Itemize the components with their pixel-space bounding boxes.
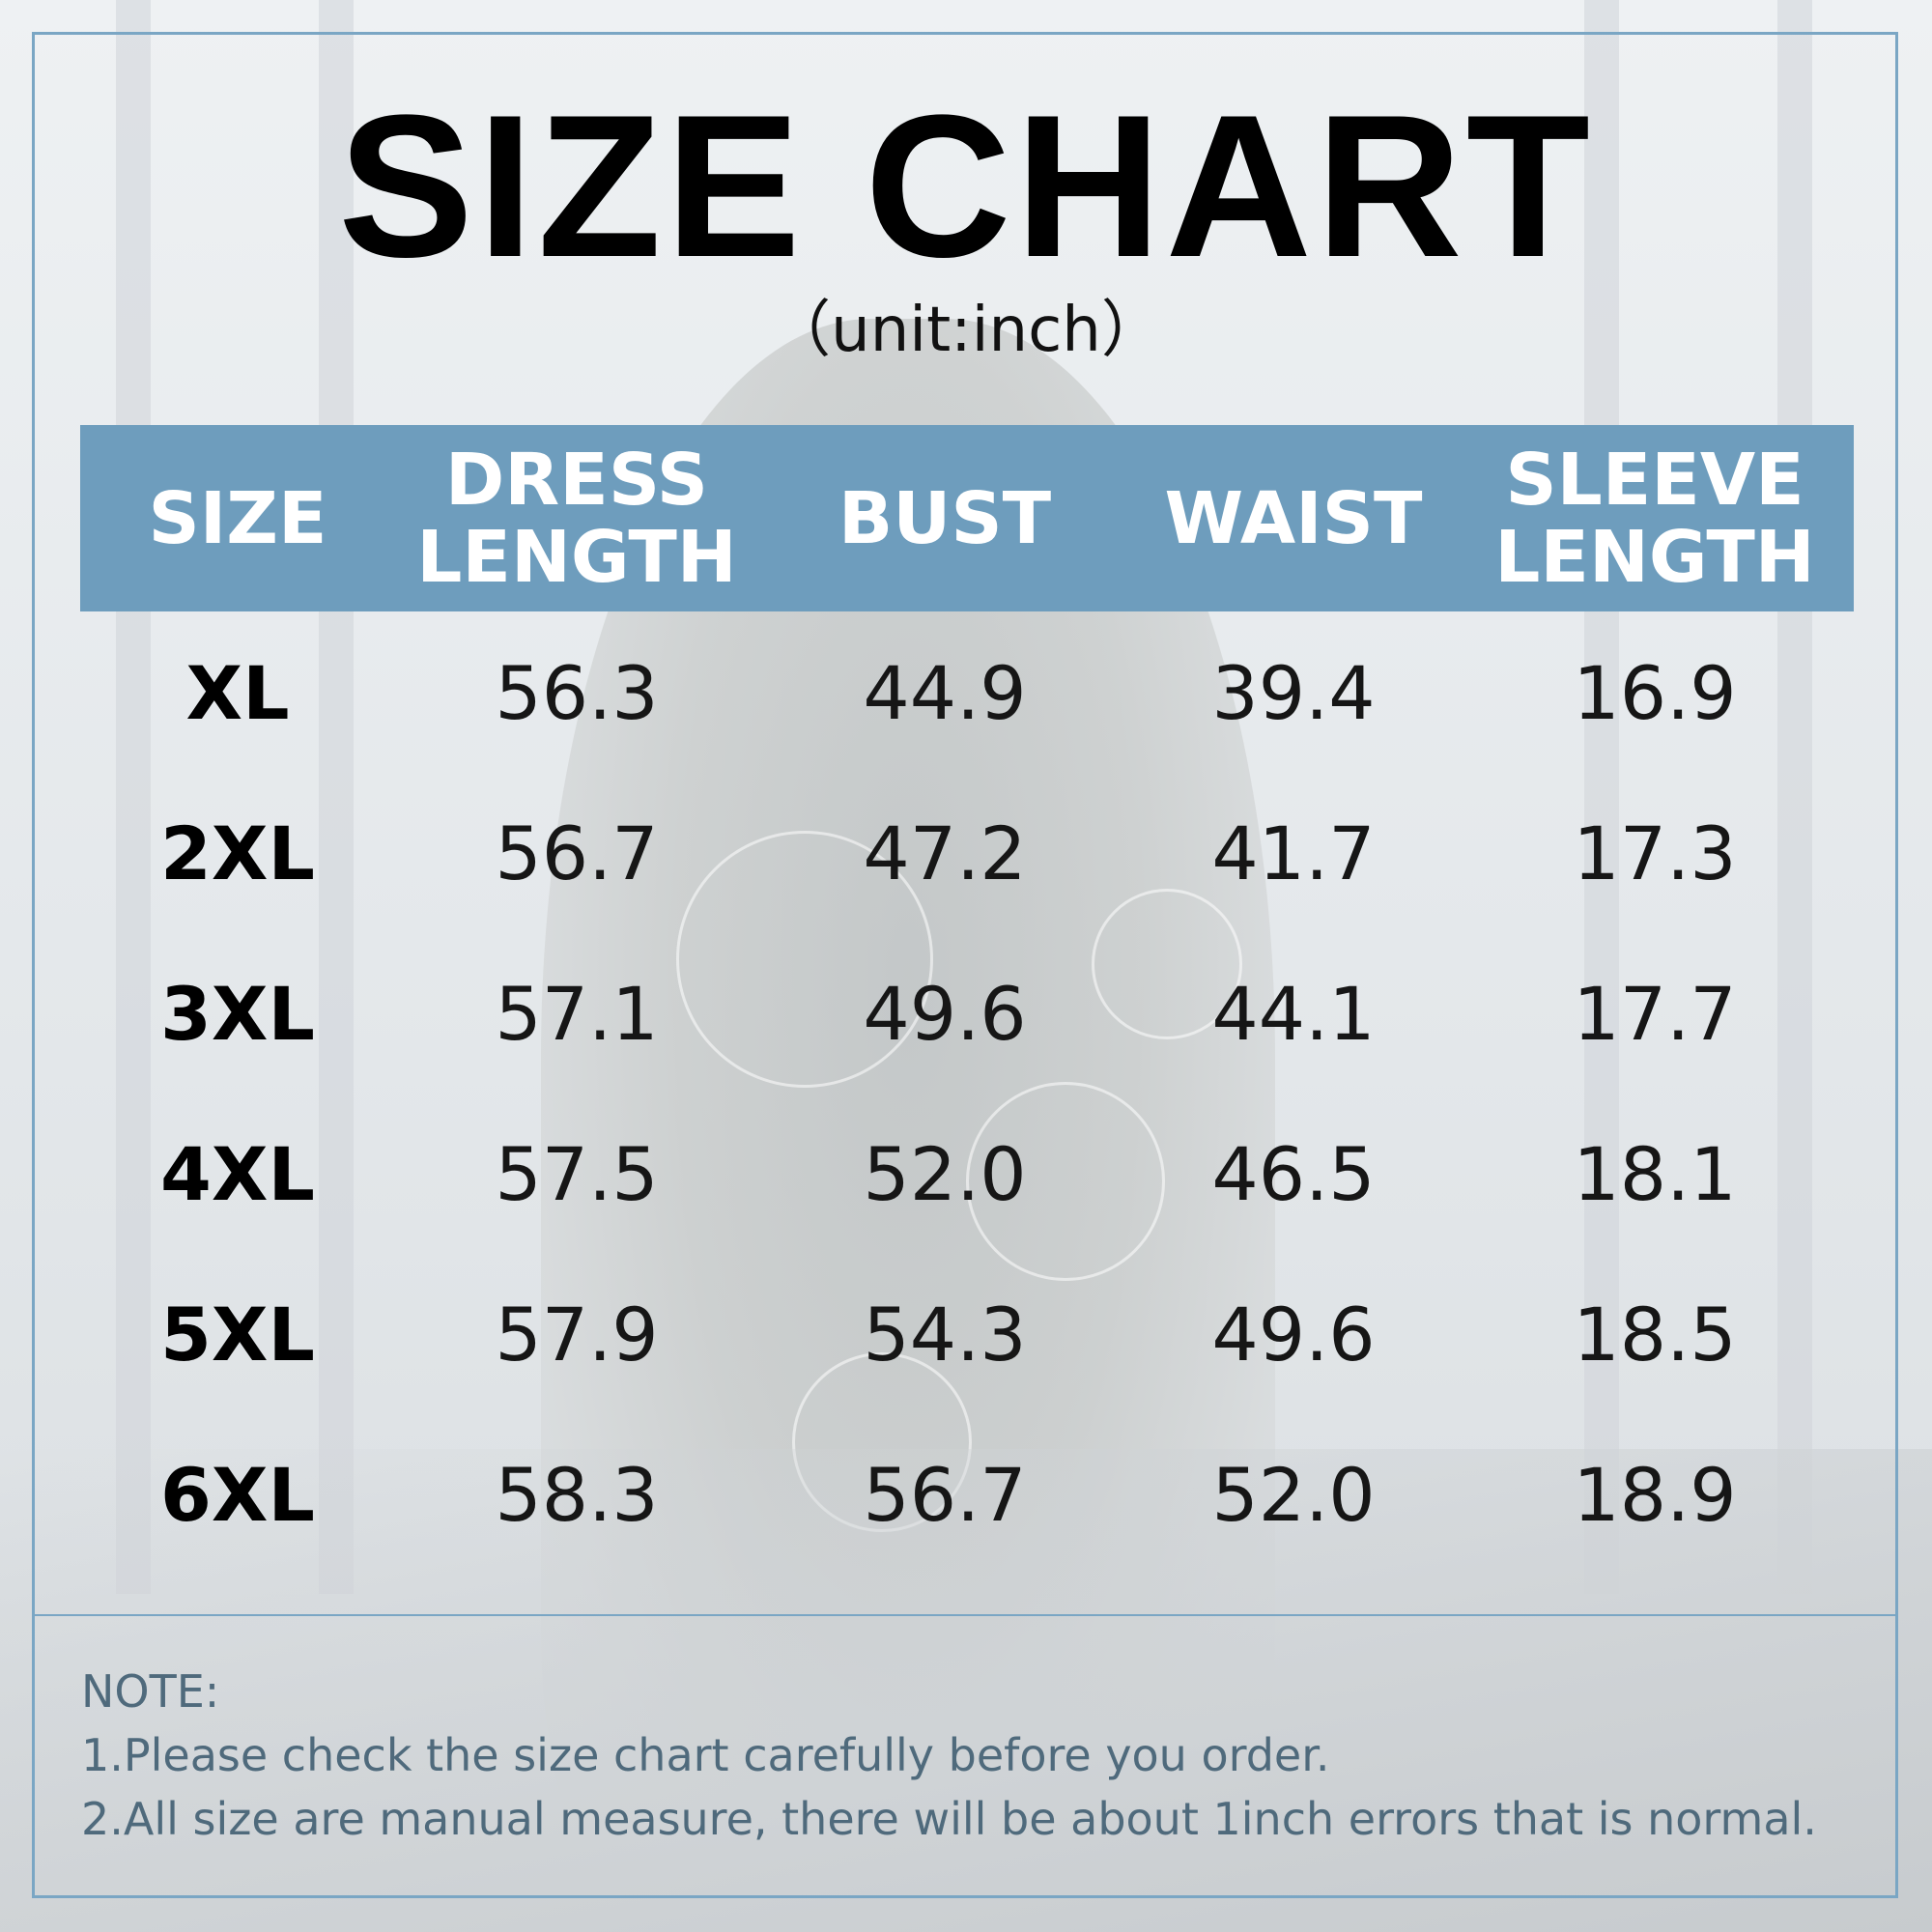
bust-cell: 52.0 — [863, 1130, 1027, 1217]
dress-length-cell: 56.3 — [495, 649, 659, 736]
size-table: SIZE DRESS LENGTH BUST WAIST SLEEVE LENG… — [80, 425, 1854, 1575]
waist-cell: 44.1 — [1211, 970, 1376, 1057]
waist-cell: 49.6 — [1211, 1291, 1376, 1378]
dress-length-cell: 58.3 — [495, 1451, 659, 1538]
table-row: 2XL 56.7 47.2 41.7 17.3 — [80, 773, 1854, 933]
chart-frame — [32, 32, 1898, 1898]
note-line-2: 2.All size are manual measure, there wil… — [81, 1793, 1817, 1845]
notes-divider — [35, 1614, 1895, 1616]
column-header-size: SIZE — [148, 476, 327, 560]
size-cell: XL — [185, 649, 290, 736]
bust-cell: 49.6 — [863, 970, 1027, 1057]
table-row: 3XL 57.1 49.6 44.1 17.7 — [80, 933, 1854, 1094]
dress-length-cell: 57.9 — [495, 1291, 659, 1378]
table-row: XL 56.3 44.9 39.4 16.9 — [80, 612, 1854, 773]
dress-length-cell: 56.7 — [495, 810, 659, 896]
sleeve-length-cell: 16.9 — [1573, 649, 1737, 736]
sleeve-length-cell: 18.5 — [1573, 1291, 1737, 1378]
unit-label: （unit:inch） — [769, 295, 1163, 366]
dress-length-cell: 57.5 — [495, 1130, 659, 1217]
table-header: SIZE DRESS LENGTH BUST WAIST SLEEVE LENG… — [80, 425, 1854, 611]
table-row: 5XL 57.9 54.3 49.6 18.5 — [80, 1254, 1854, 1414]
notes-section: NOTE: 1.Please check the size chart care… — [81, 1660, 1817, 1851]
waist-cell: 46.5 — [1211, 1130, 1376, 1217]
size-cell: 2XL — [160, 810, 315, 896]
table-row: 6XL 58.3 56.7 52.0 18.9 — [80, 1414, 1854, 1575]
size-cell: 5XL — [160, 1291, 315, 1378]
waist-cell: 41.7 — [1211, 810, 1376, 896]
size-cell: 3XL — [160, 970, 315, 1057]
bust-cell: 54.3 — [863, 1291, 1027, 1378]
column-header-sleeve-length: SLEEVE LENGTH — [1494, 438, 1815, 599]
column-header-dress-length: DRESS LENGTH — [416, 438, 737, 599]
notes-heading: NOTE: — [81, 1665, 220, 1718]
waist-cell: 52.0 — [1211, 1451, 1376, 1538]
sleeve-length-cell: 17.7 — [1573, 970, 1737, 1057]
size-cell: 4XL — [160, 1130, 315, 1217]
column-header-bust: BUST — [838, 476, 1052, 560]
bust-cell: 56.7 — [863, 1451, 1027, 1538]
column-header-waist: WAIST — [1164, 476, 1423, 560]
sleeve-length-cell: 17.3 — [1573, 810, 1737, 896]
bust-cell: 44.9 — [863, 649, 1027, 736]
page-title: SIZE CHART — [338, 72, 1594, 299]
table-body: XL 56.3 44.9 39.4 16.9 2XL 56.7 47.2 41.… — [80, 611, 1854, 1575]
waist-cell: 39.4 — [1211, 649, 1376, 736]
dress-length-cell: 57.1 — [495, 970, 659, 1057]
sleeve-length-cell: 18.9 — [1573, 1451, 1737, 1538]
size-cell: 6XL — [160, 1451, 315, 1538]
bust-cell: 47.2 — [863, 810, 1027, 896]
table-row: 4XL 57.5 52.0 46.5 18.1 — [80, 1094, 1854, 1254]
note-line-1: 1.Please check the size chart carefully … — [81, 1729, 1330, 1781]
sleeve-length-cell: 18.1 — [1573, 1130, 1737, 1217]
